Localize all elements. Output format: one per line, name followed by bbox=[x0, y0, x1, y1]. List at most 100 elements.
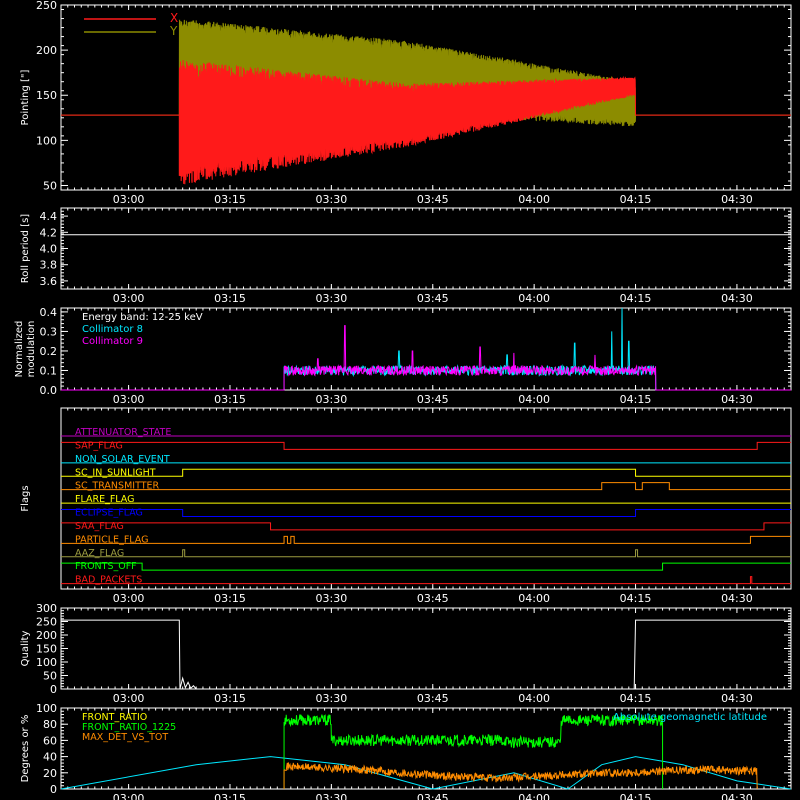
x-tick-label: 03:30 bbox=[316, 592, 348, 605]
flag-label-sc-transmitter: SC_TRANSMITTER bbox=[75, 481, 160, 492]
y-tick-label: 40 bbox=[43, 751, 57, 764]
y-axis-label: Flags bbox=[20, 485, 31, 511]
x-tick-label: 03:45 bbox=[417, 792, 449, 800]
x-tick-label: 04:30 bbox=[721, 393, 753, 406]
x-tick-label: 03:00 bbox=[113, 393, 145, 406]
pointing-plot bbox=[61, 19, 791, 185]
quality-line bbox=[61, 619, 791, 690]
flag-label-bad-packets: BAD_PACKETS bbox=[75, 575, 142, 586]
legend-label-x: X bbox=[170, 11, 178, 25]
x-tick-label: 03:00 bbox=[113, 792, 145, 800]
x-tick-label: 03:15 bbox=[214, 692, 246, 705]
x-tick-label: 03:30 bbox=[316, 193, 348, 206]
panel-quality: 03:00 03:15 03:30 03:45 04:00 04:15 04:30 05010… bbox=[20, 602, 792, 705]
y-tick-label: 0.4 bbox=[40, 306, 58, 319]
x-tick-label: 04:00 bbox=[518, 292, 550, 305]
y-tick-label: 0.1 bbox=[40, 364, 58, 377]
x-tick-label: 04:15 bbox=[620, 193, 652, 206]
x-tick-label: 03:45 bbox=[417, 292, 449, 305]
y-axis-label: Roll period [s] bbox=[20, 214, 31, 283]
flag-label-sc-in-sunlight: SC_IN_SUNLIGHT bbox=[75, 467, 156, 478]
x-tick-label: 03:45 bbox=[417, 193, 449, 206]
x-tick-label: 03:30 bbox=[316, 692, 348, 705]
flag-label-flare-flag: FLARE_FLAG bbox=[75, 494, 135, 505]
pointing-series-x bbox=[61, 59, 791, 185]
x-tick-label: 04:00 bbox=[518, 193, 550, 206]
x-tick-label: 04:15 bbox=[620, 792, 652, 800]
legend-label-collimator-9: Collimator 9 bbox=[82, 336, 143, 347]
y-tick-label: 60 bbox=[43, 734, 57, 747]
x-tick-label: 04:15 bbox=[620, 692, 652, 705]
flag-label-sap-flag: SAP_FLAG bbox=[75, 440, 123, 451]
flag-line-bad-packets bbox=[61, 576, 791, 585]
panel-frame bbox=[60, 207, 792, 290]
max-det-vs-tot-line bbox=[283, 762, 758, 790]
panel-modulation: 03:00 03:15 03:30 03:45 04:00 04:15 04:30 0.0 0.… bbox=[14, 306, 792, 406]
y-tick-label: 0 bbox=[50, 783, 57, 796]
x-tick-label: 03:45 bbox=[417, 692, 449, 705]
y-tick-label: 0 bbox=[50, 683, 57, 696]
flag-label-particle-flag: PARTICLE_FLAG bbox=[75, 534, 148, 545]
y-tick-label: 100 bbox=[36, 134, 57, 147]
legend-label-geomagnetic-latitude: Absolute geomagnetic latitude bbox=[613, 712, 767, 723]
flag-label-aaz-flag: AAZ_FLAG bbox=[75, 548, 124, 559]
x-tick-label: 04:30 bbox=[721, 193, 753, 206]
x-tick-label: 04:00 bbox=[518, 792, 550, 800]
y-axis-label: Normalized bbox=[14, 321, 25, 378]
panel-roll: 03:00 03:15 03:30 03:45 04:00 04:15 04:30 3.6 3.… bbox=[20, 207, 792, 305]
flag-line-sc-in-sunlight bbox=[61, 468, 791, 477]
flag-line-aaz-flag bbox=[61, 549, 791, 558]
x-tick-label: 03:15 bbox=[214, 193, 246, 206]
y-tick-label: 3.8 bbox=[40, 259, 58, 272]
flag-line-sc-transmitter bbox=[61, 482, 791, 491]
legend-label-front-ratio-1225: FRONT_RATIO_1225 bbox=[82, 722, 176, 733]
flag-line-saa-flag bbox=[61, 522, 791, 531]
y-tick-label: 0.0 bbox=[40, 384, 58, 397]
panel-ratios: 03:00 03:15 03:30 03:45 04:00 04:15 04:30 0 20 40… bbox=[20, 702, 792, 800]
flag-label-saa-flag: SAA_FLAG bbox=[75, 521, 124, 532]
x-tick-label: 03:00 bbox=[113, 292, 145, 305]
y-tick-label: 80 bbox=[43, 718, 57, 731]
y-tick-label: 0.2 bbox=[40, 345, 58, 358]
y-tick-label: 4.2 bbox=[40, 226, 58, 239]
y-tick-label: 4.0 bbox=[40, 243, 58, 256]
x-tick-label: 03:15 bbox=[214, 592, 246, 605]
panel-flags: 03:00 03:15 03:30 03:45 04:00 04:15 04:30 Flags… bbox=[20, 407, 792, 605]
y-tick-label: 300 bbox=[36, 602, 57, 615]
y-tick-label: 4.4 bbox=[40, 210, 58, 223]
x-tick-label: 04:30 bbox=[721, 692, 753, 705]
x-tick-label: 03:30 bbox=[316, 792, 348, 800]
y-tick-label: 20 bbox=[43, 767, 57, 780]
flag-label-eclipse-flag: ECLIPSE_FLAG bbox=[75, 508, 143, 519]
x-tick-label: 04:15 bbox=[620, 592, 652, 605]
y-tick-label: 50 bbox=[43, 670, 57, 683]
flag-label-fronts-off: FRONTS_OFF bbox=[75, 561, 137, 572]
x-tick-label: 03:45 bbox=[417, 592, 449, 605]
x-tick-label: 03:15 bbox=[214, 792, 246, 800]
y-tick-label: 3.6 bbox=[40, 275, 58, 288]
energy-band-label: Energy band: 12-25 keV bbox=[82, 312, 203, 323]
y-tick-label: 100 bbox=[36, 702, 57, 715]
x-tick-label: 03:15 bbox=[214, 393, 246, 406]
y-tick-label: 200 bbox=[36, 44, 57, 57]
y-tick-label: 150 bbox=[36, 643, 57, 656]
modulation-series-collimator-9 bbox=[61, 325, 791, 391]
x-tick-label: 04:15 bbox=[620, 292, 652, 305]
x-tick-label: 04:00 bbox=[518, 393, 550, 406]
x-tick-label: 04:30 bbox=[721, 792, 753, 800]
y-tick-label: 50 bbox=[43, 179, 57, 192]
flag-line-particle-flag bbox=[61, 535, 791, 544]
panel-pointing: 03:00 03:15 03:30 03:45 04:00 04:15 04:30 50 100… bbox=[20, 0, 792, 206]
y-axis-label: Quality bbox=[20, 631, 31, 667]
legend-label-front-ratio: FRONT_RATIO bbox=[82, 712, 147, 723]
x-tick-label: 03:00 bbox=[113, 193, 145, 206]
legend-label-max-det-vs-tot: MAX_DET_VS_TOT bbox=[82, 732, 168, 743]
x-tick-label: 03:00 bbox=[113, 692, 145, 705]
flag-label-attenuator-state: ATTENUATOR_STATE bbox=[75, 427, 171, 438]
x-tick-label: 03:30 bbox=[316, 393, 348, 406]
x-tick-label: 04:30 bbox=[721, 292, 753, 305]
y-axis-label: Degrees or % bbox=[20, 715, 31, 783]
x-tick-label: 03:30 bbox=[316, 292, 348, 305]
y-tick-label: 150 bbox=[36, 89, 57, 102]
